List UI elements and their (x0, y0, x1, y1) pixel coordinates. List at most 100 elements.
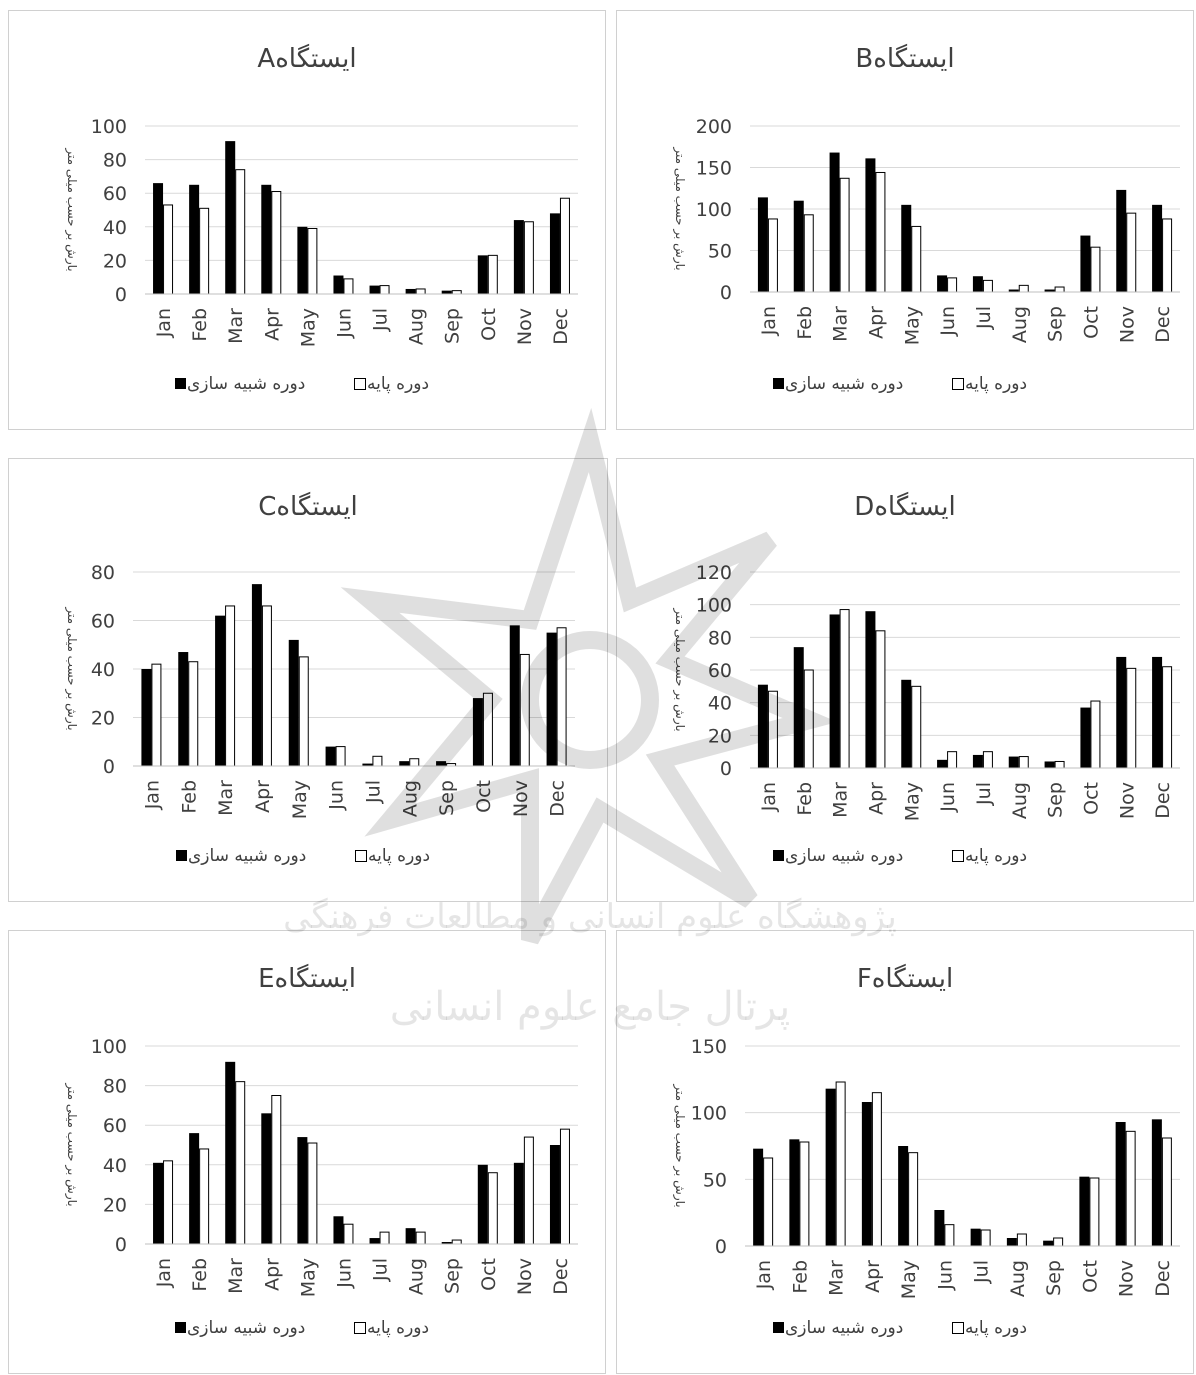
x-tick-label: Aug (1009, 782, 1031, 819)
bar-base (871, 1092, 882, 1247)
x-tick-label: Sep (1045, 306, 1067, 342)
y-axis-label: بارش بر حسب میلی متر (672, 1083, 687, 1207)
legend-label-base: دوره پایه (367, 1318, 429, 1338)
y-tick-label: 100 (696, 595, 732, 617)
x-tick-label: Nov (1116, 782, 1138, 819)
bar-base (523, 1136, 534, 1245)
y-tick-label: 40 (103, 217, 127, 239)
bar-simulated (972, 276, 983, 292)
bar-simulated (436, 761, 447, 766)
bar-simulated (399, 761, 410, 766)
bar-base (307, 1142, 318, 1245)
bar-base (1053, 1237, 1064, 1247)
bar-base (415, 1231, 426, 1245)
legend-swatch-base (354, 378, 366, 390)
x-tick-label: Jan (141, 780, 163, 810)
bar-base (767, 218, 778, 293)
x-tick-label: Dec (1152, 306, 1174, 343)
x-tick-label: Feb (794, 782, 816, 816)
bar-simulated (1115, 1122, 1126, 1246)
x-tick-label: Jun (937, 306, 959, 337)
legend-swatch-simulated (175, 378, 186, 389)
x-tick-label: Dec (550, 308, 572, 345)
bar-simulated (829, 614, 840, 768)
bar-simulated (405, 288, 416, 294)
bar-simulated (865, 611, 876, 768)
x-tick-label: Dec (547, 780, 569, 817)
bar-base (523, 221, 534, 295)
x-tick-label: Jun (333, 308, 355, 339)
y-tick-label: 60 (103, 1115, 127, 1137)
x-tick-label: Aug (406, 308, 428, 345)
bar-base (199, 1148, 210, 1245)
bar-base (556, 627, 567, 767)
bar-base (799, 1141, 810, 1247)
x-tick-label: Mar (826, 1260, 848, 1296)
legend-label-simulated: دوره شبیه سازی (187, 374, 305, 394)
x-tick-label: Jun (333, 1258, 355, 1289)
x-tick-label: Jun (937, 782, 959, 813)
bar-base (163, 204, 174, 295)
bar-simulated (288, 639, 299, 766)
x-tick-label: Jul (370, 308, 392, 332)
x-tick-label: Aug (1009, 306, 1031, 343)
bar-base (947, 751, 958, 769)
x-tick-label: Dec (1152, 782, 1174, 819)
x-tick-label: May (898, 1260, 920, 1299)
y-tick-label: 80 (708, 627, 732, 649)
legend-swatch-base (952, 378, 964, 390)
y-tick-label: 80 (103, 1076, 127, 1098)
y-tick-label: 0 (115, 284, 127, 306)
bar-simulated (369, 1238, 380, 1244)
legend-label-base: دوره پایه (965, 374, 1027, 394)
bar-simulated (225, 1061, 236, 1244)
legend-swatch-base (952, 850, 964, 862)
y-axis-label: بارش بر حسب میلی متر (64, 147, 79, 271)
bar-simulated (1151, 1119, 1162, 1246)
bar-simulated (178, 652, 189, 766)
bar-base (451, 290, 462, 295)
bar-base (235, 169, 246, 295)
bar-simulated (441, 290, 452, 294)
legend-swatch-base (355, 850, 367, 862)
bar-base (763, 1157, 774, 1247)
legend-swatch-simulated (773, 378, 784, 389)
y-axis-label: بارش بر حسب میلی متر (64, 1082, 79, 1206)
x-tick-label: Sep (1045, 782, 1067, 818)
bar-simulated (513, 220, 524, 294)
bar-simulated (477, 1164, 488, 1244)
bar-base (839, 177, 850, 293)
bar-simulated (549, 213, 560, 294)
x-tick-label: May (901, 306, 923, 345)
bar-simulated (829, 152, 840, 292)
x-tick-label: Oct (478, 1258, 500, 1291)
y-tick-label: 60 (91, 611, 115, 633)
x-tick-label: May (289, 780, 311, 819)
legend: دوره شبیه سازی دوره پایه (773, 846, 1027, 866)
y-tick-label: 80 (103, 150, 127, 172)
x-tick-label: Apr (261, 308, 283, 341)
bar-simulated (937, 275, 948, 292)
x-tick-label: Nov (514, 308, 536, 345)
x-tick-label: Jul (971, 1260, 993, 1284)
x-tick-label: Oct (1079, 1260, 1101, 1293)
bar-simulated (1079, 1176, 1090, 1246)
bar-simulated (934, 1210, 945, 1246)
bar-simulated (1044, 761, 1055, 768)
bar-base (1125, 1130, 1136, 1247)
y-tick-label: 60 (103, 183, 127, 205)
bar-simulated (970, 1228, 981, 1246)
chart-title: ایستگاهB (855, 43, 954, 74)
legend-label-simulated: دوره شبیه سازی (785, 846, 903, 866)
x-tick-label: Feb (189, 308, 211, 342)
y-tick-label: 40 (708, 693, 732, 715)
legend-swatch-simulated (176, 850, 187, 861)
bar-simulated (898, 1146, 909, 1246)
x-tick-label: Feb (178, 780, 200, 814)
y-tick-label: 0 (715, 1236, 727, 1258)
x-tick-label: Jun (326, 780, 348, 811)
x-tick-label: Feb (794, 306, 816, 340)
bar-simulated (261, 1113, 272, 1244)
bar-base (1054, 286, 1065, 293)
